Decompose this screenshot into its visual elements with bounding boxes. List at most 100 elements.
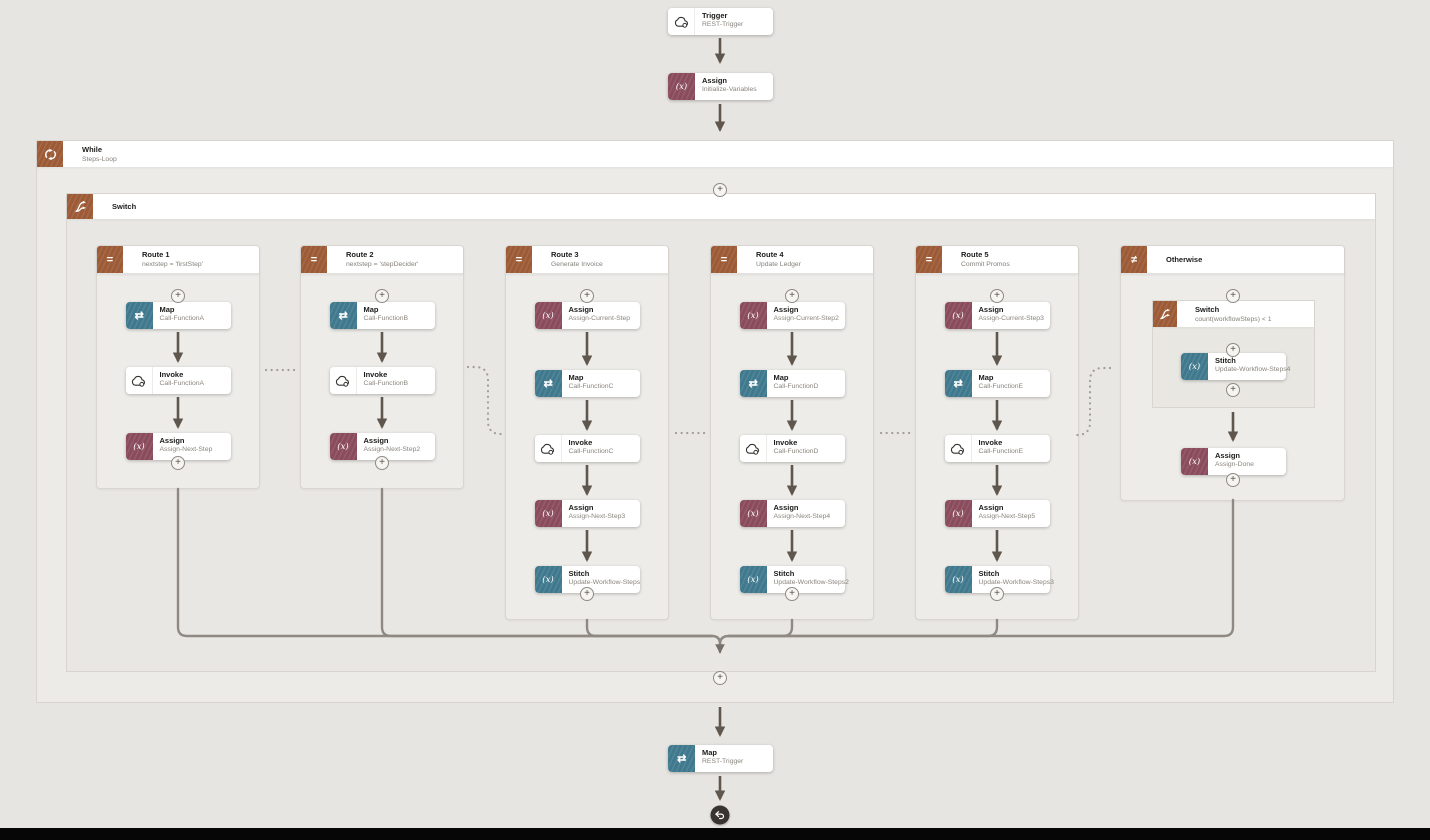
assign-x-icon: (x) (739, 302, 767, 329)
stitch-x-icon: (x) (534, 566, 562, 593)
add-step-button[interactable]: + (1226, 473, 1240, 487)
chevron-down-icon[interactable]: ∨ (737, 246, 748, 273)
stitch-x-icon: (x) (944, 566, 972, 593)
equals-route-icon: = (916, 246, 942, 273)
node-call-functiond[interactable]: ⇄ Map Call-FunctionD (739, 370, 845, 397)
cloud-gear-icon (668, 8, 695, 35)
assign-x-icon: (x) (329, 433, 357, 460)
node-call-functionb[interactable]: ⇄ Map Call-FunctionB (329, 302, 435, 329)
add-step-button[interactable]: + (580, 289, 594, 303)
map-icon: ⇄ (668, 745, 695, 772)
node-call-functiona[interactable]: Invoke Call-FunctionA (125, 367, 231, 394)
map-icon: ⇄ (329, 302, 357, 329)
while-loop-header[interactable]: ∨ While Steps-Loop (37, 141, 1393, 167)
route-title: Route 1 (142, 250, 170, 259)
bottom-bar (0, 828, 1430, 840)
add-step-button[interactable]: + (713, 183, 727, 197)
cloud-gear-icon (329, 367, 357, 394)
node-rest-trigger-return[interactable]: ⇄ Map REST-Trigger (668, 745, 773, 772)
node-rest-trigger-start[interactable]: Trigger REST-Trigger (668, 8, 773, 35)
add-step-button[interactable]: + (713, 671, 727, 685)
switch-title: Switch (112, 202, 137, 211)
chevron-down-icon[interactable]: ∨ (1177, 301, 1187, 327)
node-update-workflow-steps4[interactable]: (x) Stitch Update-Workflow-Steps4 (1181, 353, 1290, 380)
route-condition: nextstep = 'stepDecider' (346, 260, 419, 268)
node-call-functiona[interactable]: ⇄ Map Call-FunctionA (125, 302, 231, 329)
chevron-down-icon[interactable]: ∨ (63, 141, 74, 167)
assign-x-icon: (x) (534, 302, 562, 329)
assign-x-icon: (x) (1181, 448, 1208, 475)
equals-route-icon: = (506, 246, 532, 273)
return-button[interactable] (710, 805, 730, 825)
assign-x-icon: (x) (668, 73, 695, 100)
chevron-down-icon[interactable]: ∨ (123, 246, 134, 273)
switch-header[interactable]: ∨ Switch (67, 194, 1375, 219)
node-call-functionc[interactable]: Invoke Call-FunctionC (534, 435, 640, 462)
stitch-x-icon: (x) (739, 566, 767, 593)
add-step-button[interactable]: + (171, 456, 185, 470)
node-call-functione[interactable]: ⇄ Map Call-FunctionE (944, 370, 1050, 397)
chevron-down-icon[interactable]: ∨ (532, 246, 543, 273)
otherwise-title: Otherwise (1166, 255, 1203, 264)
node-assign-next-step3[interactable]: (x) Assign Assign-Next-Step3 (534, 500, 640, 527)
node-initialize-variables[interactable]: (x) Assign Initialize-Variables (668, 73, 773, 100)
assign-x-icon: (x) (125, 433, 153, 460)
route-1-header[interactable]: = ∨ Route 1 nextstep = 'firstStep' (97, 246, 259, 274)
cloud-gear-icon (125, 367, 153, 394)
node-call-functionb[interactable]: Invoke Call-FunctionB (329, 367, 435, 394)
node-assign-current-step2[interactable]: (x) Assign Assign-Current-Step2 (739, 302, 845, 329)
add-step-button[interactable]: + (785, 587, 799, 601)
node-assign-done[interactable]: (x) Assign Assign-Done (1181, 448, 1286, 475)
add-step-button[interactable]: + (990, 587, 1004, 601)
assign-x-icon: (x) (739, 500, 767, 527)
node-assign-next-step[interactable]: (x) Assign Assign-Next-Step (125, 433, 231, 460)
node-assign-next-step2[interactable]: (x) Assign Assign-Next-Step2 (329, 433, 435, 460)
otherwise-header[interactable]: ≠ ∨ Otherwise (1121, 246, 1344, 274)
node-call-functione[interactable]: Invoke Call-FunctionE (944, 435, 1050, 462)
add-step-button[interactable]: + (1226, 383, 1240, 397)
while-title: While (82, 145, 102, 154)
equals-route-icon: = (711, 246, 737, 273)
add-step-button[interactable]: + (375, 456, 389, 470)
map-icon: ⇄ (944, 370, 972, 397)
equals-route-icon: = (97, 246, 123, 273)
node-call-functiond[interactable]: Invoke Call-FunctionD (739, 435, 845, 462)
route-5-header[interactable]: = ∨ Route 5 Commit Promos (916, 246, 1078, 274)
cloud-gear-icon (534, 435, 562, 462)
chevron-down-icon[interactable]: ∨ (327, 246, 338, 273)
cloud-gear-icon (944, 435, 972, 462)
add-step-button[interactable]: + (990, 289, 1004, 303)
switch-branch-icon (1153, 301, 1177, 327)
add-step-button[interactable]: + (1226, 289, 1240, 303)
route-condition: nextstep = 'firstStep' (142, 260, 203, 268)
chevron-down-icon[interactable]: ∨ (942, 246, 953, 273)
nested-switch-condition: count(workflowSteps) < 1 (1195, 315, 1272, 323)
add-step-button[interactable]: + (171, 289, 185, 303)
map-icon: ⇄ (534, 370, 562, 397)
chevron-down-icon[interactable]: ∨ (1147, 246, 1158, 273)
not-equals-icon: ≠ (1121, 246, 1147, 273)
node-assign-current-step[interactable]: (x) Assign Assign-Current-Step (534, 302, 640, 329)
route-4-header[interactable]: = ∨ Route 4 Update Ledger (711, 246, 873, 274)
assign-x-icon: (x) (944, 302, 972, 329)
nested-switch-header[interactable]: ∨ Switch count(workflowSteps) < 1 (1153, 301, 1314, 327)
add-step-button[interactable]: + (785, 289, 799, 303)
add-step-button[interactable]: + (375, 289, 389, 303)
add-step-button[interactable]: + (580, 587, 594, 601)
route-2-header[interactable]: = ∨ Route 2 nextstep = 'stepDecider' (301, 246, 463, 274)
route-3-header[interactable]: = ∨ Route 3 Generate Invoice (506, 246, 668, 274)
node-call-functionc[interactable]: ⇄ Map Call-FunctionC (534, 370, 640, 397)
add-step-button[interactable]: + (1226, 343, 1240, 357)
node-assign-next-step4[interactable]: (x) Assign Assign-Next-Step4 (739, 500, 845, 527)
map-icon: ⇄ (125, 302, 153, 329)
map-icon: ⇄ (739, 370, 767, 397)
assign-x-icon: (x) (534, 500, 562, 527)
chevron-down-icon[interactable]: ∨ (93, 194, 104, 219)
route-condition: Update Ledger (756, 260, 801, 268)
stitch-x-icon: (x) (1181, 353, 1208, 380)
node-assign-next-step5[interactable]: (x) Assign Assign-Next-Step5 (944, 500, 1050, 527)
node-assign-current-step3[interactable]: (x) Assign Assign-Current-Step3 (944, 302, 1050, 329)
route-title: Route 4 (756, 250, 784, 259)
return-arrow-icon (715, 810, 725, 820)
route-condition: Commit Promos (961, 260, 1010, 268)
